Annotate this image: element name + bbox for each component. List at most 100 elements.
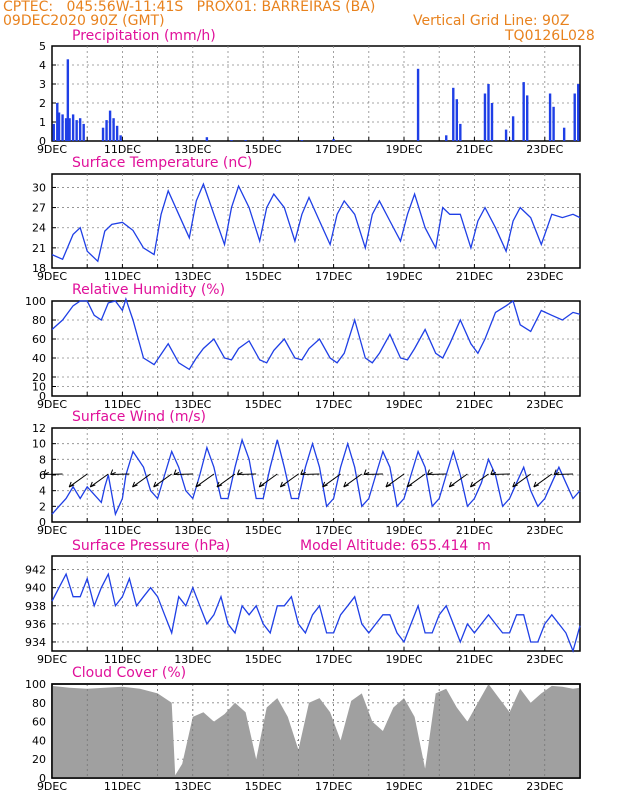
pressure-title: Surface Pressure (hPa) bbox=[72, 538, 231, 554]
x-tick-label: 11DEC bbox=[104, 143, 141, 156]
y-tick-label-5: 60 bbox=[32, 716, 46, 729]
precip-bar bbox=[101, 127, 105, 141]
y-tick-label-3: 4 bbox=[39, 485, 46, 498]
x-tick-label: 11DEC bbox=[104, 524, 141, 537]
x-tick-label: 17DEC bbox=[315, 653, 352, 666]
x-tick-label: 21DEC bbox=[456, 143, 493, 156]
y-tick-label-5: 40 bbox=[32, 734, 46, 747]
x-tick-label: 15DEC bbox=[245, 143, 282, 156]
x-tick-label: 9DEC bbox=[37, 653, 67, 666]
humidity-title: Relative Humidity (%) bbox=[72, 282, 226, 298]
y-tick-label-2: 10 bbox=[32, 381, 46, 394]
x-tick-label: 13DEC bbox=[174, 270, 211, 283]
wind-arrow bbox=[216, 473, 236, 488]
precip-title: Precipitation (mm/h) bbox=[72, 28, 216, 44]
x-tick-label: 9DEC bbox=[37, 398, 67, 411]
wind-arrow-head bbox=[512, 481, 516, 488]
wind-arrow-head bbox=[68, 481, 72, 488]
precip-bar bbox=[78, 118, 82, 141]
wind-arrow-head bbox=[343, 484, 349, 488]
panel-frame-2 bbox=[51, 300, 581, 397]
x-tick-label: 13DEC bbox=[174, 653, 211, 666]
wind-arrow bbox=[533, 473, 553, 488]
wind-arrow-head bbox=[89, 481, 93, 488]
wind-speed-line bbox=[51, 437, 581, 517]
precip-bar bbox=[526, 95, 529, 141]
x-tick-label: 19DEC bbox=[385, 398, 422, 411]
wind-arrow-head bbox=[259, 484, 265, 488]
x-tick-label: 15DEC bbox=[245, 524, 282, 537]
wind-arrow-head bbox=[173, 472, 180, 475]
wind-arrow-head bbox=[533, 484, 540, 488]
y-tick-label-1: 30 bbox=[32, 181, 46, 194]
wind-arrow-head bbox=[385, 481, 389, 488]
wind-arrow-head bbox=[427, 472, 433, 475]
wind-arrow-head bbox=[153, 481, 157, 488]
wind-arrow-head bbox=[280, 484, 286, 488]
wind-arrow-head bbox=[173, 469, 177, 475]
temperature-line bbox=[51, 182, 581, 263]
wind-arrow-head bbox=[43, 469, 47, 475]
wind-arrow bbox=[449, 473, 468, 488]
x-tick-label: 15DEC bbox=[245, 270, 282, 283]
wind-arrow-head bbox=[132, 484, 138, 488]
x-tick-label: 21DEC bbox=[456, 270, 493, 283]
altitude-annotation: Model Altitude: 655.414 m bbox=[300, 538, 491, 554]
x-tick-label: 15DEC bbox=[245, 653, 282, 666]
wind-arrow-head bbox=[237, 472, 243, 475]
wind-arrow bbox=[258, 473, 278, 488]
precip-bar bbox=[562, 127, 566, 141]
precip-bar bbox=[115, 125, 119, 141]
y-tick-label-4: 936 bbox=[25, 618, 46, 631]
y-tick-label-1: 27 bbox=[32, 202, 46, 215]
x-tick-label: 15DEC bbox=[245, 398, 282, 411]
x-tick-label: 19DEC bbox=[385, 524, 422, 537]
wind-arrow-head bbox=[216, 484, 223, 488]
wind-arrow bbox=[322, 473, 341, 488]
wind-arrow-head bbox=[110, 469, 114, 475]
wind-arrow-head bbox=[553, 472, 560, 475]
y-tick-label-1: 24 bbox=[32, 222, 46, 235]
wind-arrow-head bbox=[69, 484, 75, 488]
y-tick-label-2: 20 bbox=[32, 371, 46, 384]
panel-frame-1 bbox=[51, 173, 581, 269]
precip-bar bbox=[511, 116, 515, 141]
precip-bar bbox=[205, 137, 209, 141]
x-tick-label: 19DEC bbox=[385, 270, 422, 283]
x-tick-label: 13DEC bbox=[174, 524, 211, 537]
precip-bar bbox=[230, 140, 233, 141]
humidity-line bbox=[51, 296, 581, 371]
wind-arrow bbox=[153, 473, 172, 488]
wind-arrow-head bbox=[322, 481, 326, 488]
precip-bar bbox=[57, 112, 61, 141]
precip-bar bbox=[573, 93, 576, 141]
wind-arrow-head bbox=[363, 469, 367, 475]
x-tick-label: 21DEC bbox=[456, 653, 493, 666]
wind-arrow-head bbox=[406, 481, 410, 488]
precip-bar bbox=[445, 135, 448, 141]
precip-bar bbox=[64, 118, 68, 141]
precip-bar bbox=[108, 110, 112, 141]
x-tick-label: 9DEC bbox=[37, 780, 67, 793]
header-line2-right: Vertical Grid Line: 90Z bbox=[413, 13, 570, 29]
panel-frame-3 bbox=[51, 427, 581, 523]
wind-arrow-head bbox=[258, 481, 262, 488]
x-tick-label: 9DEC bbox=[37, 143, 67, 156]
x-tick-label: 17DEC bbox=[315, 270, 352, 283]
y-tick-label-4: 940 bbox=[25, 582, 46, 595]
wind-arrow-head bbox=[195, 484, 202, 488]
x-tick-label: 17DEC bbox=[315, 524, 352, 537]
x-tick-label: 19DEC bbox=[385, 780, 422, 793]
wind-arrow-head bbox=[90, 484, 96, 488]
x-tick-label: 13DEC bbox=[174, 780, 211, 793]
precip-bar bbox=[61, 114, 64, 141]
header-line2-left: 09DEC2020 90Z (GMT) bbox=[3, 13, 165, 29]
y-tick-label-0: 5 bbox=[39, 40, 46, 53]
wind-arrow bbox=[237, 473, 257, 476]
wind-arrow-head bbox=[553, 469, 557, 475]
pressure-line bbox=[51, 572, 581, 654]
wind-arrow-head bbox=[449, 484, 455, 488]
wind-arrow-head bbox=[512, 484, 518, 488]
wind-arrow bbox=[490, 473, 510, 476]
